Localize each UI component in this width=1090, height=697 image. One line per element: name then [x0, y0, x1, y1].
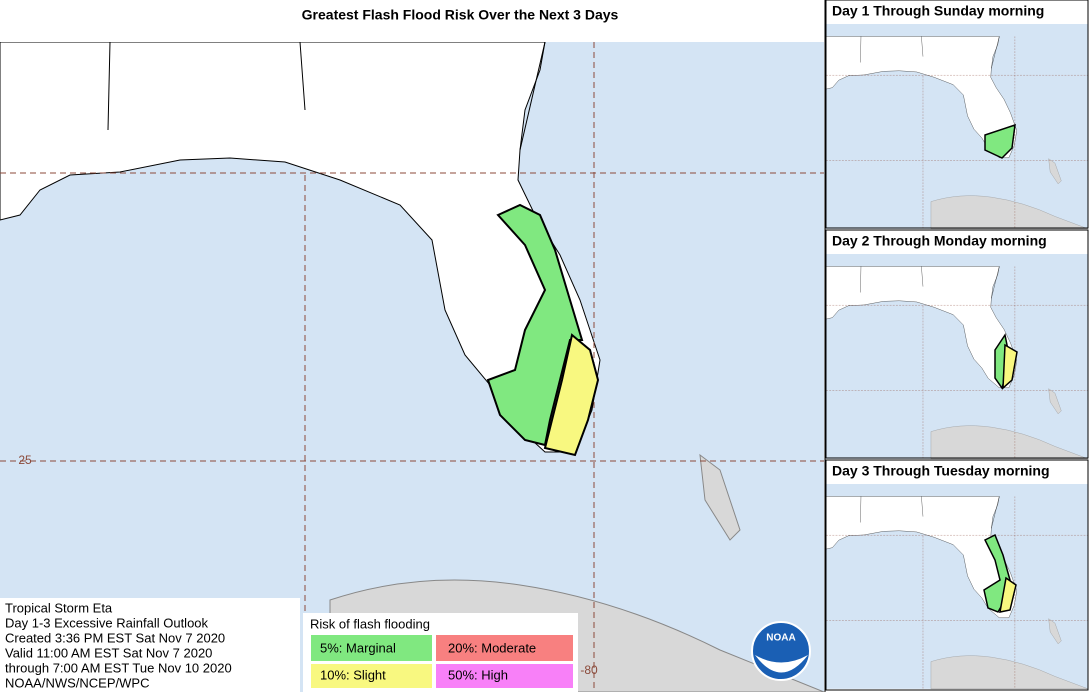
legend-item: 5%: Marginal — [320, 640, 396, 655]
info-line: Created 3:36 PM EST Sat Nov 7 2020 — [5, 630, 225, 645]
panel-title: Day 2 Through Monday morning — [832, 233, 1047, 249]
legend: Risk of flash flooding 5%: Marginal 20%:… — [303, 613, 578, 692]
info-line: Valid 11:00 AM EST Sat Nov 7 2020 — [5, 645, 212, 660]
noaa-logo: NOAA — [751, 621, 811, 681]
info-line: NOAA/NWS/NCEP/WPC — [5, 675, 149, 690]
info-line: through 7:00 AM EST Tue Nov 10 2020 — [5, 660, 232, 675]
legend-item: 10%: Slight — [320, 667, 386, 682]
map-title: Greatest Flash Flood Risk Over the Next … — [302, 7, 619, 23]
panel-title: Day 3 Through Tuesday morning — [832, 463, 1050, 479]
info-line: Day 1-3 Excessive Rainfall Outlook — [5, 615, 209, 630]
legend-title: Risk of flash flooding — [310, 616, 430, 631]
info-text: Tropical Storm Eta Day 1-3 Excessive Rai… — [5, 600, 232, 690]
info-line: Tropical Storm Eta — [5, 600, 113, 615]
lon-label: -80 — [580, 663, 598, 677]
main-map: Greatest Flash Flood Risk Over the Next … — [0, 0, 825, 693]
legend-item: 50%: High — [448, 667, 508, 682]
slight-area — [543, 333, 600, 457]
logo-text: NOAA — [766, 633, 795, 644]
marginal-area — [486, 203, 584, 447]
panel-title: Day 1 Through Sunday morning — [832, 3, 1044, 19]
panel-1: Day 1 Through Sunday morning — [825, 0, 1089, 229]
info-box — [0, 598, 300, 692]
legend-item: 20%: Moderate — [448, 640, 536, 655]
lat-label: 25 — [18, 453, 32, 467]
panel-2: Day 2 Through Monday morning — [825, 229, 1089, 459]
panel-3: Day 3 Through Tuesday morning — [825, 459, 1089, 691]
